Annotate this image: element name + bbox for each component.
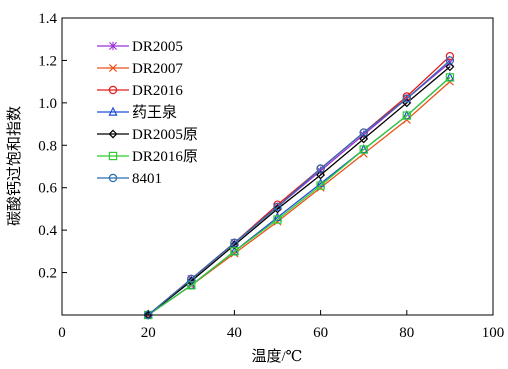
- y-tick-label-2: 0.6: [38, 181, 57, 197]
- y-tick-label-3: 0.8: [38, 138, 57, 154]
- x-tick-label-0: 0: [58, 325, 66, 341]
- legend-label-6: 8401: [132, 171, 162, 187]
- plot-frame: [61, 17, 494, 316]
- legend-item-5: DR2016原: [97, 149, 198, 165]
- x-axis-title: 温度/℃: [252, 348, 303, 365]
- legend-marker-2: [108, 85, 118, 95]
- x-axis: 0 20 40 60 80 100: [58, 310, 504, 341]
- legend-marker-3: [108, 106, 118, 116]
- y-tick-label-5: 1.2: [38, 53, 57, 69]
- series-6-point-3: [273, 202, 282, 212]
- legend-label-5: DR2016原: [132, 149, 198, 165]
- legend-item-3: 药王泉: [97, 104, 177, 121]
- x-tick-label-4: 80: [399, 325, 414, 341]
- series-5-point-2: [230, 247, 239, 256]
- series-5: [144, 73, 455, 320]
- legend-marker-5: [108, 151, 118, 161]
- legend-item-6: 8401: [97, 171, 162, 187]
- series-5-point-5: [359, 145, 368, 154]
- series-5-point-4: [316, 181, 325, 190]
- series-6-point-6: [402, 94, 411, 103]
- series-5-point-6: [402, 111, 412, 120]
- series-6-point-7: [445, 56, 455, 65]
- series-6: [143, 56, 455, 320]
- x-tick-label-1: 20: [141, 325, 156, 341]
- y-axis-title: 碳酸钙过饱和指数: [6, 106, 23, 226]
- legend-item-4: DR2005原: [97, 127, 198, 143]
- series-3-point-4: [316, 178, 326, 188]
- x-tick-label-3: 60: [313, 325, 328, 341]
- series-6-point-5: [359, 128, 368, 137]
- series-6-point-2: [230, 238, 239, 248]
- series-line-5: [147, 76, 451, 316]
- legend-label-2: DR2016: [132, 83, 183, 99]
- series-5-point-7: [445, 73, 455, 82]
- legend-label-3: 药王泉: [132, 104, 177, 121]
- series-2-point-7: [445, 51, 455, 61]
- legend-marker-4: [108, 129, 118, 139]
- y-tick-label-4: 1.0: [38, 96, 57, 112]
- y-tick-label-1: 0.4: [38, 223, 57, 239]
- x-tick-label-5: 100: [482, 325, 505, 341]
- legend-item-2: DR2016: [97, 83, 183, 99]
- legend-label-1: DR2007: [132, 61, 183, 77]
- series-4-point-2: [229, 240, 239, 250]
- x-tick-label-2: 40: [227, 325, 242, 341]
- series-line-6: [147, 59, 451, 316]
- series-5-point-1: [187, 281, 196, 290]
- legend-label-0: DR2005: [132, 39, 183, 55]
- series-6-point-1: [187, 274, 196, 284]
- legend-item-0: DR2005: [97, 39, 183, 55]
- y-axis: 0.2 0.4 0.6 0.8 1.0 1.2 1.4: [38, 11, 67, 282]
- legend-marker-1: [108, 63, 118, 73]
- series-line-4: [147, 66, 451, 316]
- series-3-point-3: [272, 211, 283, 222]
- series-5-point-3: [273, 215, 282, 224]
- y-tick-label-0: 0.2: [38, 266, 57, 282]
- series-4-point-5: [359, 134, 369, 144]
- legend-label-4: DR2005原: [132, 127, 198, 143]
- legend-marker-6: [108, 173, 118, 183]
- legend-marker-0: [109, 41, 117, 51]
- series-6-point-4: [316, 164, 325, 173]
- legend: DR2005 DR2007 DR2016 药王泉 DR2005原 DR2016原 8401: [97, 39, 198, 187]
- series-4-point-3: [273, 204, 282, 214]
- series-4-point-4: [316, 170, 326, 180]
- y-tick-label-6: 1.4: [38, 11, 57, 27]
- legend-item-1: DR2007: [97, 61, 183, 77]
- series-4-point-7: [445, 62, 455, 72]
- plot-marks: [143, 51, 455, 320]
